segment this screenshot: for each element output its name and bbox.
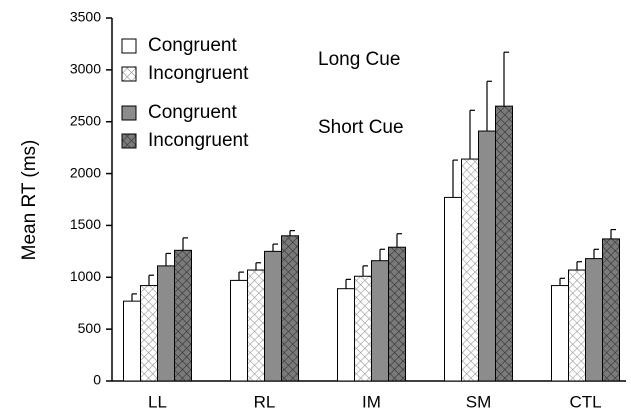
bar — [568, 269, 586, 382]
x-tick-label: CTL — [569, 392, 601, 411]
x-tick-label: RL — [254, 392, 276, 411]
bar — [371, 260, 389, 382]
annotation: Short Cue — [318, 117, 404, 138]
legend-label: Incongruent — [148, 130, 249, 151]
legend-swatch — [121, 133, 137, 149]
y-tick-label: 2500 — [70, 112, 101, 128]
legend-swatch — [121, 105, 137, 121]
bar — [281, 235, 299, 382]
y-tick-label: 0 — [93, 372, 101, 388]
bar — [157, 265, 175, 382]
bar — [495, 105, 513, 382]
y-tick-label: 3500 — [70, 9, 101, 25]
legend-swatch — [121, 38, 137, 54]
x-tick-label: IM — [362, 392, 381, 411]
legend-swatch — [121, 66, 137, 82]
y-tick-label: 3000 — [70, 61, 101, 77]
bar — [230, 279, 248, 382]
bar — [602, 238, 620, 382]
legend-label: Congruent — [148, 102, 237, 123]
bar — [354, 275, 372, 382]
bar — [140, 285, 158, 382]
bar — [123, 300, 141, 382]
bar — [461, 158, 479, 382]
bar — [444, 196, 462, 382]
bar — [388, 246, 406, 382]
y-tick-label: 1000 — [70, 268, 101, 284]
legend-label: Congruent — [148, 35, 237, 56]
bar — [585, 258, 603, 382]
bar — [337, 288, 355, 382]
bar — [551, 285, 569, 382]
x-tick-label: SM — [466, 392, 492, 411]
y-axis-label: Mean RT (ms) — [19, 140, 40, 261]
y-tick-label: 2000 — [70, 164, 101, 180]
legend-label: Incongruent — [148, 63, 249, 84]
annotation: Long Cue — [318, 49, 400, 70]
y-tick-label: 500 — [78, 320, 102, 336]
bar — [478, 130, 496, 382]
bar — [174, 249, 192, 382]
x-tick-label: LL — [148, 392, 167, 411]
bar — [247, 269, 265, 382]
y-tick-label: 1500 — [70, 216, 101, 232]
bar — [264, 250, 282, 382]
